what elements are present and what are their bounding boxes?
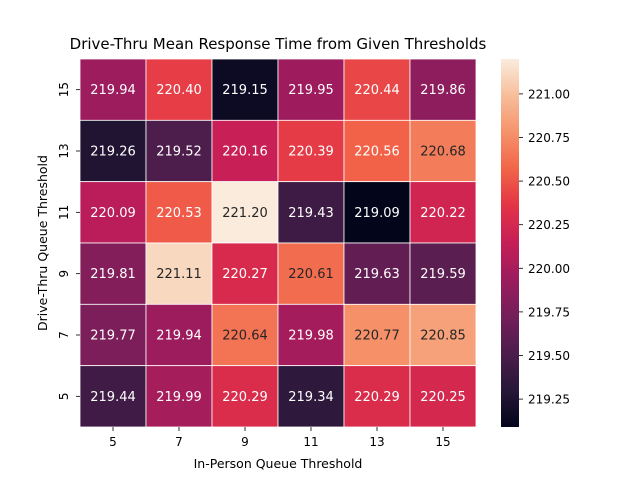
cell-value-label: 219.43 (288, 206, 334, 221)
x-tick-label: 15 (435, 435, 450, 449)
cell-value-label: 219.15 (222, 83, 268, 98)
cell-value-label: 220.64 (222, 329, 268, 344)
x-tick-label: 5 (109, 435, 117, 449)
y-tick-label: 9 (57, 270, 71, 278)
cell-value-label: 220.85 (420, 329, 466, 344)
heatmap-cell (409, 58, 477, 121)
cell-value-label: 219.59 (420, 267, 466, 282)
x-tick-label: 7 (175, 435, 183, 449)
heatmap-cell (79, 242, 147, 305)
heatmap-cell (409, 365, 477, 428)
colorbar-tick-label: 219.25 (528, 393, 570, 407)
cell-value-label: 220.61 (288, 267, 334, 282)
heatmap-cell (277, 58, 345, 121)
cell-value-label: 220.77 (354, 329, 400, 344)
heatmap-cell (211, 242, 279, 305)
colorbar-tick-label: 220.25 (528, 218, 570, 232)
cell-value-label: 220.29 (354, 390, 400, 405)
x-axis-ticks: 5 7 9 11 13 15 (109, 427, 451, 449)
cell-value-label: 220.39 (288, 145, 334, 160)
heatmap-cell (277, 242, 345, 305)
heatmap-cell (277, 119, 345, 183)
cell-value-label: 221.20 (222, 206, 268, 221)
cell-value-label: 220.27 (222, 267, 268, 282)
cell-value-label: 219.86 (420, 83, 466, 98)
cell-value-label: 220.22 (420, 206, 466, 221)
colorbar-tick-label: 221.00 (528, 87, 570, 101)
heatmap-cell (211, 303, 279, 367)
y-axis-label: Drive-Thru Queue Threshold (35, 155, 50, 331)
x-tick-label: 11 (303, 435, 318, 449)
heatmap-cell (145, 181, 213, 244)
cell-value-label: 220.16 (222, 145, 268, 160)
cell-value-label: 220.56 (354, 145, 400, 160)
cell-value-label: 219.34 (288, 390, 334, 405)
heatmap-cell (277, 181, 345, 244)
colorbar: 221.00 220.75 220.50 220.25 220.00 219.75 219.… (501, 59, 570, 427)
cell-value-label: 219.98 (288, 329, 334, 344)
cell-value-label: 221.11 (156, 267, 202, 282)
heatmap-cell (409, 242, 477, 305)
cell-value-label: 220.44 (354, 83, 400, 98)
y-tick-label: 13 (57, 143, 71, 158)
cell-value-label: 220.29 (222, 390, 268, 405)
heatmap-cells: 219.94 220.40 219.15 219.95 220.44 219.86 219.… (79, 58, 477, 428)
x-tick-label: 13 (369, 435, 384, 449)
cell-value-label: 219.94 (90, 83, 136, 98)
colorbar-tick-label: 219.75 (528, 305, 570, 319)
heatmap-cell (343, 365, 411, 428)
heatmap-cell (409, 119, 477, 183)
heatmap-cell (79, 181, 147, 244)
heatmap-cell (79, 365, 147, 428)
colorbar-tick-label: 220.50 (528, 175, 570, 189)
heatmap-cell (343, 58, 411, 121)
x-axis-label: In-Person Queue Threshold (194, 456, 363, 471)
y-tick-label: 11 (57, 205, 71, 220)
cell-value-label: 220.09 (90, 206, 136, 221)
heatmap-cell (79, 58, 147, 121)
cell-value-label: 219.95 (288, 83, 334, 98)
cell-value-label: 219.44 (90, 390, 136, 405)
heatmap-cell (343, 242, 411, 305)
cell-value-label: 219.09 (354, 206, 400, 221)
y-tick-label: 5 (57, 393, 71, 401)
cell-value-label: 220.25 (420, 390, 466, 405)
heatmap-cell (211, 58, 279, 121)
y-axis-ticks: 15 13 11 9 7 5 (57, 82, 80, 400)
colorbar-tick-label: 219.50 (528, 349, 570, 363)
y-tick-label: 15 (57, 82, 71, 97)
heatmap-cell (145, 58, 213, 121)
cell-value-label: 219.77 (90, 329, 136, 344)
colorbar-gradient (501, 59, 519, 427)
colorbar-tick-label: 220.75 (528, 131, 570, 145)
cell-value-label: 220.68 (420, 145, 466, 160)
cell-value-label: 219.26 (90, 145, 136, 160)
cell-value-label: 219.81 (90, 267, 136, 282)
heatmap-cell (343, 181, 411, 244)
cell-value-label: 219.94 (156, 329, 202, 344)
cell-value-label: 220.53 (156, 206, 202, 221)
heatmap-cell (409, 181, 477, 244)
cell-value-label: 220.40 (156, 83, 202, 98)
heatmap-cell (409, 303, 477, 367)
cell-value-label: 219.63 (354, 267, 400, 282)
x-tick-label: 9 (241, 435, 249, 449)
y-tick-label: 7 (57, 331, 71, 339)
heatmap-cell (343, 303, 411, 367)
heatmap-cell (145, 242, 213, 305)
chart-title: Drive-Thru Mean Response Time from Given… (70, 35, 487, 53)
colorbar-tick-label: 220.00 (528, 262, 570, 276)
heatmap-cell (145, 119, 213, 183)
cell-value-label: 219.99 (156, 390, 202, 405)
cell-value-label: 219.52 (156, 145, 202, 160)
heatmap-cell (277, 303, 345, 367)
heatmap-cell (79, 303, 147, 367)
